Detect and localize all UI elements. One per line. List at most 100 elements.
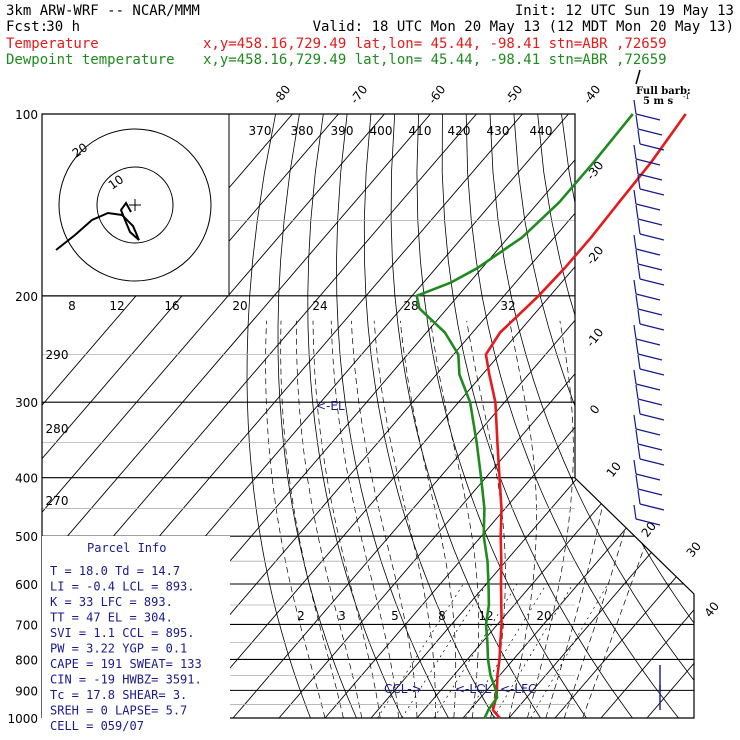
isotherm-label: 10 [604,459,624,480]
wind-barb-flag [633,189,637,205]
wind-barb-flag [633,99,637,115]
isotherm-label: -20 [583,244,606,268]
wind-barb-flag [633,279,637,295]
theta-label: 400 [370,124,393,138]
isotherm-label: 0 [587,402,603,417]
pressure-tick-label: 900 [15,684,38,698]
wind-barb [635,428,661,436]
theta-label: 380 [291,124,314,138]
hodograph-ring [58,128,212,282]
wind-barb [635,383,661,391]
wind-barb [639,503,665,511]
moist-adiabat-line [312,320,381,718]
parcel-info-row: SVI = 1.1 CCL = 895. [50,626,195,640]
hodograph-speed-label: 12 [109,299,124,313]
isotherm-label: -60 [425,83,448,107]
dewpoint-legend: Dewpoint temperature [6,52,175,68]
wind-barb [635,293,661,301]
sounding-series: <-EL CCL-> <-LCL <-LFC [316,113,687,719]
isotherm-line [416,114,694,718]
parcel-info-row: CIN = -19 HWBZ= 3591. [50,673,202,687]
temperature-line [484,113,687,719]
barb-legend-icon [635,69,641,85]
wind-barb-flag [633,144,637,160]
pressure-tick-label: 200 [15,290,38,304]
wind-barb [635,203,661,211]
barb-legend-line1: Full barb: [636,86,691,97]
lfc-marker: <-LFC [500,682,536,696]
wind-barb [635,113,661,121]
wind-barb-flag [633,459,637,475]
hodograph-trace [55,201,140,251]
dry-adiabat-line [441,114,643,718]
wind-barb [637,443,663,451]
moist-adiabat-line [373,320,436,718]
wind-barb [639,143,665,151]
wind-barb-flag [637,489,641,505]
hodograph-speed-label: 32 [500,299,515,313]
init-time: Init: 12 UTC Sun 19 May 13 [515,3,734,19]
wind-barb-flag [635,384,639,400]
dry-adiabat-line [608,114,694,718]
dry-adiabat-line [277,114,363,718]
wind-barb [637,353,663,361]
wind-barb-flag [635,249,639,265]
dry-adiabat-line [705,114,740,731]
wind-barb [635,158,661,166]
isotherm-line [462,114,694,718]
wind-barb [637,173,663,181]
wind-barbs [633,99,665,710]
dewpoint-location: x,y=458.16,729.49 lat,lon= 45.44, -98.41… [203,52,667,68]
forecast-label: Fcst: [6,19,48,35]
model-title: 3km ARW-WRF -- NCAR/MMM [6,3,200,19]
isotherm-line [324,114,694,718]
mixing-ratio-line [530,583,609,718]
isotherm-label: 30 [684,539,704,560]
wind-barb-flag [635,474,639,490]
parcel-info-row: T = 18.0 Td = 14.7 [50,564,180,578]
wind-barb-flag [637,399,641,415]
moist-adiabat-line [582,320,694,718]
moist-adiabat-line [466,320,506,718]
pressure-tick-label: 500 [15,530,38,544]
wind-barb [639,458,665,466]
hodograph-speed-label: 16 [164,299,179,313]
isotherm-line [42,114,385,718]
wind-barb [635,473,661,481]
mixing-ratio-label: 3 [338,609,346,623]
mixing-ratio-line [433,583,518,718]
wind-barb [639,188,665,196]
theta-label: 410 [409,124,432,138]
isotherm-label: -40 [580,83,603,107]
isotherm-line [600,114,694,718]
temperature-location: x,y=458.16,729.49 lat,lon= 45.44, -98.41… [203,36,667,52]
dry-adiabat-line [390,114,550,718]
wind-barb [637,218,663,226]
moist-adiabat-line [508,320,537,718]
pressure-tick-label: 800 [15,653,38,667]
wind-barb-flag [635,339,639,355]
parcel-info-title: Parcel Info [87,541,166,555]
wind-barb [635,518,661,526]
wind-barb [637,398,663,406]
temperature-legend: Temperature [6,36,99,52]
mixing-ratio-line [377,583,464,718]
isotherm-line [554,114,694,718]
parcel-info-row: LI = -0.4 LCL = 893. [50,580,195,594]
isotherm-line [42,114,339,718]
forecast-hour: 30 h [46,19,80,35]
wind-barb-flag [637,264,641,280]
parcel-info-row: CELL = 059/07 [50,719,144,733]
parcel-info-row: PW = 3.22 YGP = 0.1 [50,642,187,656]
moist-adiabat-line [265,320,326,718]
dry-adiabat-line [363,114,503,718]
theta-label: 420 [448,124,471,138]
isotherm-label: -70 [347,83,370,107]
theta-label: 430 [487,124,510,138]
wind-barb-flag [635,429,639,445]
wind-barb-flag [637,129,641,145]
wind-barb [637,488,663,496]
